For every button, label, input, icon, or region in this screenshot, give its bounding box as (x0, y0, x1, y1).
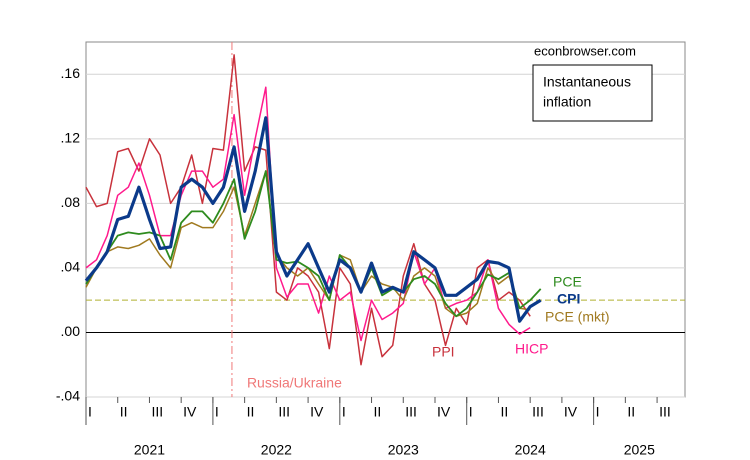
year-label: 2021 (134, 442, 165, 458)
x-tick-label: III (532, 404, 544, 420)
series-line (85, 170, 542, 318)
x-tick-label: III (151, 404, 163, 420)
series-label: PCE (553, 274, 582, 290)
x-tick-label: II (120, 404, 128, 420)
x-tick-label: IV (310, 404, 324, 420)
year-label: 2024 (515, 442, 546, 458)
year-label: 2025 (624, 442, 655, 458)
x-tick-label: I (342, 404, 346, 420)
note-box (532, 64, 653, 122)
y-tick-label: .16 (61, 65, 81, 81)
y-tick-label: -.04 (56, 388, 80, 404)
x-tick-label: III (659, 404, 671, 420)
x-tick-label: I (596, 404, 600, 420)
year-label: 2023 (388, 442, 419, 458)
y-tick-label: .12 (61, 130, 81, 146)
series-label: PPI (432, 344, 455, 360)
x-tick-label: II (374, 404, 382, 420)
event-label: Russia/Ukraine (247, 375, 342, 391)
series-label: CPI (557, 291, 580, 307)
x-tick-label: IV (183, 404, 197, 420)
note-line: Instantaneous (543, 74, 631, 90)
source: econbrowser.com (534, 43, 636, 58)
note-line: inflation (543, 94, 591, 110)
x-tick-label: I (215, 404, 219, 420)
x-tick-label: I (469, 404, 473, 420)
series-label: HICP (515, 341, 548, 357)
series-label: PCE (mkt) (545, 309, 610, 325)
series-line (85, 54, 531, 366)
series-line (84, 116, 542, 323)
x-tick-label: II (500, 404, 508, 420)
year-label: 2022 (261, 442, 292, 458)
y-tick-label: .08 (61, 194, 81, 210)
x-tick-label: II (627, 404, 635, 420)
x-tick-label: IV (564, 404, 578, 420)
x-tick-label: II (247, 404, 255, 420)
y-tick-label: .04 (61, 259, 81, 275)
x-tick-label: III (405, 404, 417, 420)
x-tick-label: I (88, 404, 92, 420)
y-tick-label: .00 (61, 323, 81, 339)
x-tick-label: IV (437, 404, 451, 420)
x-tick-label: III (278, 404, 290, 420)
